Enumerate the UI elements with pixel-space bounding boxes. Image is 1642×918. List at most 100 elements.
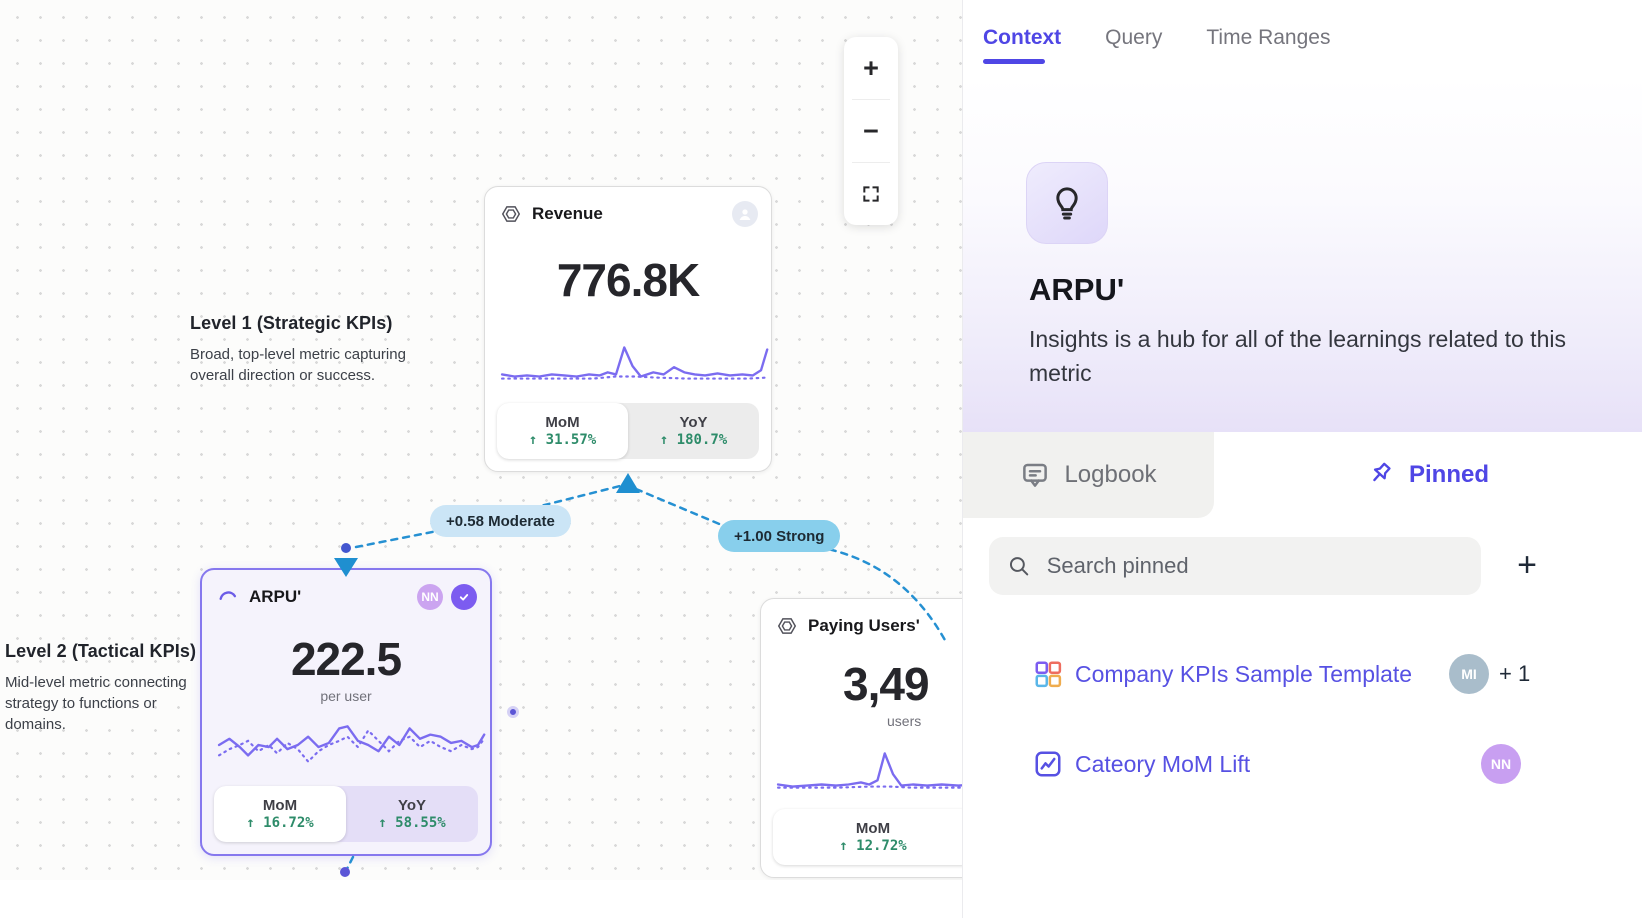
connection-handle-arpu-right bbox=[507, 706, 519, 718]
pushpin-icon bbox=[1373, 462, 1391, 482]
arpu-mom-label: MoM bbox=[262, 797, 298, 814]
edge-handle-dot-arpu-bottom bbox=[340, 867, 350, 877]
subtab-pinned[interactable]: Pinned bbox=[1214, 432, 1642, 518]
zoom-out-button[interactable]: − bbox=[863, 115, 879, 146]
arpu-owner-avatar: NN bbox=[417, 584, 443, 610]
avatar-initials: MI bbox=[1461, 666, 1477, 682]
subtab-logbook-label: Logbook bbox=[1064, 461, 1157, 488]
paying-users-sparkline bbox=[776, 752, 968, 789]
revenue-card-title: Revenue bbox=[532, 204, 603, 223]
revenue-value: 776.8K bbox=[556, 254, 700, 306]
paying-users-stats-footer: MoM ↑ 12.72% bbox=[773, 809, 968, 865]
insight-tile bbox=[1026, 162, 1108, 244]
pinned-item-avatar: NN bbox=[1481, 744, 1521, 784]
correlation-badge-moderate[interactable]: +0.58 Moderate bbox=[430, 505, 571, 537]
metric-card-arpu[interactable]: ARPU' NN 222.5 per user bbox=[200, 568, 492, 856]
revenue-yoy-value: ↑ 180.7% bbox=[659, 432, 728, 448]
arpu-sparkline bbox=[217, 725, 486, 764]
panel-subtab-bar: Logbook Pinned bbox=[963, 432, 1642, 518]
pinned-search-box[interactable] bbox=[989, 537, 1481, 595]
pinned-item-company-kpis[interactable]: Company KPIs Sample Template MI + 1 bbox=[963, 650, 1642, 698]
pinned-item-cateory-mom-lift[interactable]: Cateory MoM Lift NN bbox=[963, 740, 1642, 788]
pinned-item-label[interactable]: Company KPIs Sample Template bbox=[1075, 660, 1413, 687]
arpu-card-header: ARPU' NN bbox=[217, 583, 477, 611]
metric-card-revenue[interactable]: Revenue 776.8K MoM ↑ 31.57% bbox=[484, 186, 772, 472]
paying-users-mom-label: MoM bbox=[855, 820, 891, 837]
fit-view-button[interactable] bbox=[844, 163, 898, 225]
metric-card-paying-users[interactable]: Paying Users' 3,49 users MoM ↑ 12.72% bbox=[760, 598, 968, 878]
edge-handle-dot-arpu-top bbox=[341, 543, 351, 553]
pinned-item-avatar: MI bbox=[1449, 654, 1489, 694]
correlation-badge-moderate-label: +0.58 Moderate bbox=[446, 512, 555, 530]
template-grid-icon bbox=[1035, 661, 1062, 688]
arpu-unit: per user bbox=[320, 688, 372, 704]
search-icon bbox=[1009, 557, 1029, 576]
metric-hexagon-icon bbox=[501, 206, 521, 222]
pinned-search-input[interactable] bbox=[1046, 553, 1463, 579]
paying-users-card-header: Paying Users' bbox=[776, 612, 968, 640]
correlation-badge-strong[interactable]: +1.00 Strong bbox=[718, 520, 841, 552]
level2-title: Level 2 (Tactical KPIs) bbox=[5, 641, 197, 661]
pinned-item-extra-count: + 1 bbox=[1499, 661, 1531, 686]
subtab-pinned-label: Pinned bbox=[1408, 461, 1489, 488]
paying-users-unit: users bbox=[887, 713, 922, 729]
toolbar-divider bbox=[852, 162, 890, 163]
revenue-sparkline bbox=[500, 346, 769, 380]
tab-time-ranges[interactable]: Time Ranges bbox=[1206, 26, 1331, 49]
add-pinned-button[interactable]: + bbox=[1517, 545, 1537, 584]
metric-name-heading: ARPU' bbox=[1029, 272, 1125, 307]
metric-description: Insights is a hub for all of the learnin… bbox=[1029, 326, 1566, 386]
edge-arpu-downstream bbox=[345, 855, 355, 871]
pinned-item-label[interactable]: Cateory MoM Lift bbox=[1075, 750, 1251, 777]
person-icon bbox=[739, 209, 751, 220]
arpu-stats-footer: MoM ↑ 16.72% YoY ↑ 58.55% bbox=[214, 786, 478, 842]
paying-users-value: 3,49 bbox=[843, 658, 930, 710]
revenue-card-header: Revenue bbox=[500, 200, 758, 228]
lightbulb-icon bbox=[1056, 187, 1078, 220]
panel-tab-bar: Context Query Time Ranges bbox=[963, 0, 1642, 76]
logbook-comment-icon bbox=[1023, 463, 1048, 487]
paying-users-mom-chip[interactable]: MoM ↑ 12.72% bbox=[773, 809, 968, 865]
arpu-yoy-label: YoY bbox=[397, 797, 427, 814]
arpu-yoy-chip[interactable]: YoY ↑ 58.55% bbox=[346, 786, 478, 842]
level1-annotation: Level 1 (Strategic KPIs) Broad, top-leve… bbox=[190, 313, 430, 386]
fit-view-icon bbox=[863, 186, 879, 202]
arpu-owner-initials: NN bbox=[421, 590, 439, 604]
revenue-yoy-chip[interactable]: YoY ↑ 180.7% bbox=[628, 403, 759, 459]
toolbar-divider bbox=[852, 99, 890, 100]
zoom-in-button[interactable]: + bbox=[863, 52, 879, 83]
arpu-mom-value: ↑ 16.72% bbox=[246, 815, 314, 831]
arc-metric-icon bbox=[219, 591, 237, 601]
tab-query[interactable]: Query bbox=[1105, 26, 1163, 49]
metric-hero-section: ARPU' Insights is a hub for all of the l… bbox=[963, 76, 1642, 432]
revenue-stats-footer: MoM ↑ 31.57% YoY ↑ 180.7% bbox=[497, 403, 759, 459]
pinned-search-row: + bbox=[963, 537, 1642, 595]
subtab-logbook[interactable]: Logbook bbox=[963, 432, 1214, 518]
revenue-mom-chip[interactable]: MoM ↑ 31.57% bbox=[497, 403, 628, 459]
correlation-badge-strong-label: +1.00 Strong bbox=[734, 527, 825, 545]
chart-icon bbox=[1035, 751, 1061, 777]
revenue-mom-value: ↑ 31.57% bbox=[528, 432, 597, 448]
level1-description: Broad, top-level metric capturing overal… bbox=[190, 346, 406, 384]
paying-users-card-title: Paying Users' bbox=[808, 616, 920, 635]
level1-title: Level 1 (Strategic KPIs) bbox=[190, 313, 393, 333]
metric-hexagon-icon bbox=[777, 618, 797, 634]
revenue-mom-label: MoM bbox=[545, 414, 580, 431]
paying-users-mom-value: ↑ 12.72% bbox=[839, 838, 907, 854]
arpu-card-title: ARPU' bbox=[249, 587, 302, 606]
canvas-zoom-toolbar: + − bbox=[844, 37, 898, 225]
arrowhead-into-revenue bbox=[616, 473, 640, 493]
arpu-yoy-value: ↑ 58.55% bbox=[378, 815, 446, 831]
tab-context[interactable]: Context bbox=[983, 26, 1062, 64]
arpu-value: 222.5 bbox=[290, 633, 402, 685]
level2-description: Mid-level metric connecting strategy to … bbox=[5, 674, 187, 733]
verified-badge-icon bbox=[451, 584, 477, 610]
details-panel: Context Query Time Ranges ARPU' Insights… bbox=[962, 0, 1642, 918]
arpu-mom-chip[interactable]: MoM ↑ 16.72% bbox=[214, 786, 346, 842]
revenue-yoy-label: YoY bbox=[679, 414, 708, 431]
revenue-owner-avatar bbox=[732, 201, 758, 227]
metric-tree-canvas[interactable]: Level 1 (Strategic KPIs) Broad, top-leve… bbox=[0, 0, 968, 880]
avatar-initials: NN bbox=[1490, 756, 1512, 772]
level2-annotation: Level 2 (Tactical KPIs) Mid-level metric… bbox=[5, 641, 220, 735]
